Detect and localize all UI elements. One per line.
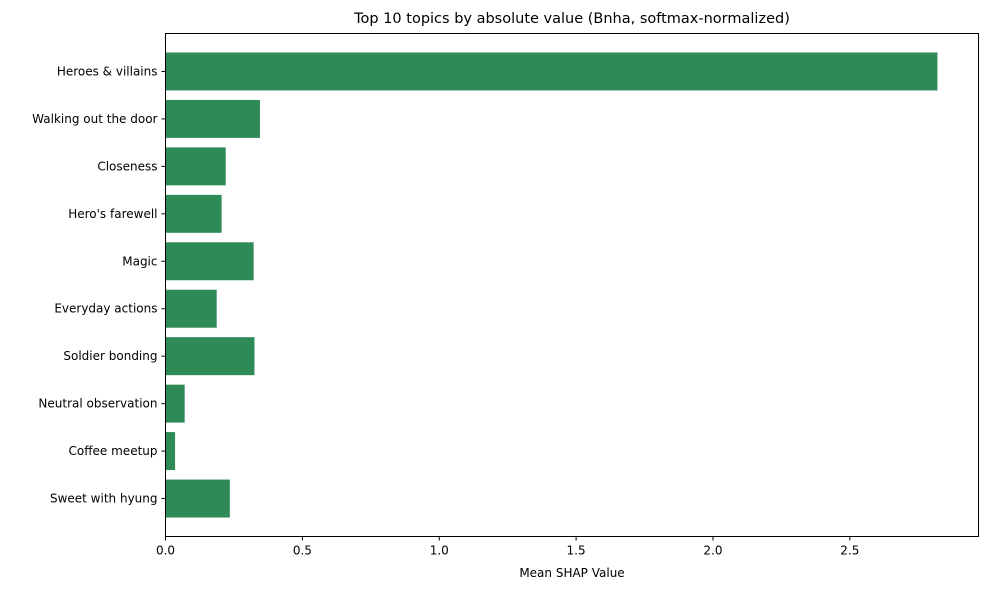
bar (165, 99, 260, 138)
bar (165, 242, 254, 281)
bar (165, 194, 222, 233)
x-tick-label: 1.5 (567, 544, 586, 558)
x-tick-label: 1.0 (430, 544, 449, 558)
bar (165, 52, 938, 91)
x-tick-label: 2.5 (840, 544, 859, 558)
y-tick-label: Everyday actions (54, 302, 157, 316)
y-tick-label: Heroes & villains (57, 64, 158, 78)
plot-frame (165, 33, 979, 537)
bars-group (165, 52, 938, 518)
chart-title: Top 10 topics by absolute value (Bnha, s… (353, 11, 790, 27)
bar (165, 479, 230, 518)
y-tick-label: Closeness (97, 159, 157, 173)
y-tick-label: Magic (122, 254, 157, 268)
y-tick-label: Hero's farewell (68, 207, 157, 221)
x-axis: 0.0 0.5 1.0 1.5 2.0 2.5 (156, 536, 859, 558)
bar (165, 147, 226, 186)
x-axis-title: Mean SHAP Value (519, 566, 624, 580)
y-axis: Heroes & villains Walking out the door Clo… (32, 64, 166, 506)
bar (165, 384, 185, 423)
x-tick-label: 0.0 (156, 544, 175, 558)
bar (165, 289, 217, 328)
y-tick-label: Coffee meetup (69, 444, 158, 458)
bar (165, 337, 255, 376)
bar (165, 432, 176, 471)
x-tick-label: 2.0 (703, 544, 722, 558)
y-tick-label: Sweet with hyung (50, 492, 158, 506)
y-tick-label: Soldier bonding (63, 349, 157, 363)
x-tick-label: 0.5 (293, 544, 312, 558)
y-tick-label: Neutral observation (38, 397, 157, 411)
y-tick-label: Walking out the door (32, 112, 157, 126)
